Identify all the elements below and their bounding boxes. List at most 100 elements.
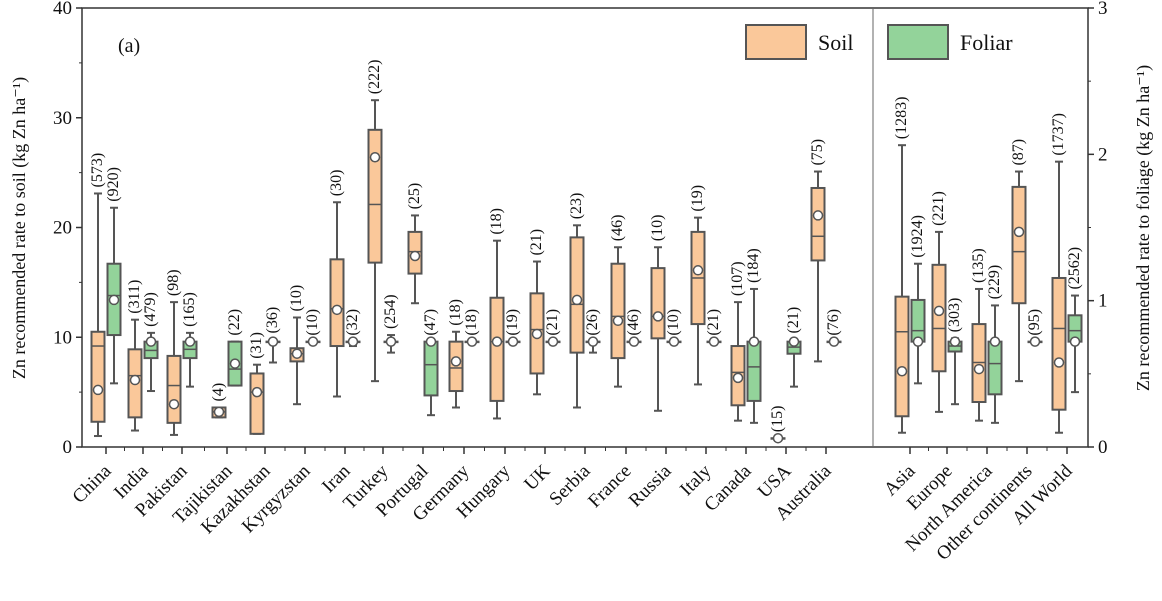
soil-box <box>329 258 345 348</box>
foliar-box-group: (10) <box>304 309 321 347</box>
soil-box-group: (4) <box>210 383 227 419</box>
foliar-count-label: (21) <box>785 307 802 334</box>
soil-box-group: (75) <box>809 139 826 363</box>
x-tick-label: China <box>69 460 116 507</box>
foliar-box-group: (21) <box>785 307 802 388</box>
foliar-count-label: (21) <box>705 309 722 336</box>
soil-box <box>810 186 826 262</box>
soil-mean-marker <box>213 406 225 418</box>
soil-box-group: (98) <box>165 269 182 436</box>
soil-mean-marker <box>291 348 303 359</box>
x-tick-label: Russia <box>625 460 676 511</box>
y-right-tick-label: 2 <box>1098 144 1108 165</box>
soil-box-group: (1737) <box>1050 113 1067 434</box>
soil-box <box>931 263 947 373</box>
foliar-mean-marker <box>1069 336 1081 347</box>
foliar-box-group: (36) <box>264 307 281 364</box>
foliar-count-label: (19) <box>504 309 521 336</box>
foliar-box-group: (165) <box>181 292 198 388</box>
soil-count-label: (221) <box>930 191 947 226</box>
y-right-tick-label: 0 <box>1098 437 1108 458</box>
foliar-box-group: (26) <box>584 309 601 354</box>
soil-count-label: (87) <box>1010 139 1027 166</box>
soil-mean-marker <box>896 366 908 377</box>
soil-mean-marker <box>1053 357 1065 368</box>
soil-count-label: (15) <box>769 406 786 433</box>
soil-box-group: (573) <box>89 153 106 438</box>
soil-mean-marker <box>772 432 784 444</box>
foliar-box <box>987 340 1003 396</box>
soil-box <box>166 354 182 424</box>
soil-box <box>90 330 106 423</box>
soil-box-group: (87) <box>1010 139 1027 383</box>
foliar-box-group: (1924) <box>909 215 926 385</box>
soil-count-label: (4) <box>210 383 227 402</box>
foliar-count-label: (21) <box>544 309 561 336</box>
soil-count-label: (31) <box>248 332 265 359</box>
foliar-box-group: (184) <box>745 248 762 424</box>
soil-count-label: (25) <box>406 183 423 210</box>
soil-count-label: (75) <box>809 139 826 166</box>
y-left-tick-label: 10 <box>53 327 72 348</box>
foliar-box-group: (95) <box>1026 309 1043 347</box>
foliar-count-label: (10) <box>665 309 682 336</box>
soil-box-group: (15) <box>769 406 786 444</box>
foliar-mean-marker <box>547 336 559 347</box>
foliar-mean-marker <box>229 358 241 369</box>
soil-box-group: (23) <box>568 193 585 409</box>
soil-mean-marker <box>129 374 141 386</box>
foliar-box-group: (920) <box>105 167 122 385</box>
soil-mean-marker <box>732 372 744 384</box>
foliar-box-group: (18) <box>463 309 480 347</box>
panel-label: (a) <box>118 35 140 57</box>
y-axis-right-label: Zn recommended rate to foliage (kg Zn ha… <box>1133 65 1154 391</box>
foliar-mean-marker <box>347 336 359 347</box>
soil-count-label: (107) <box>729 261 746 296</box>
soil-box-group: (30) <box>328 170 345 398</box>
soil-box-group: (18) <box>447 299 464 409</box>
y-left-tick-label: 30 <box>53 108 72 129</box>
soil-box <box>650 267 666 340</box>
foliar-mean-marker <box>385 336 397 347</box>
soil-count-label: (98) <box>165 269 182 296</box>
soil-box-group: (18) <box>488 208 505 420</box>
foliar-box <box>746 340 762 402</box>
foliar-box-group: (479) <box>142 292 159 393</box>
soil-count-label: (18) <box>488 208 505 235</box>
foliar-mean-marker <box>668 336 680 347</box>
soil-mean-marker <box>168 398 180 410</box>
foliar-box <box>910 298 926 343</box>
soil-mean-marker <box>92 384 104 396</box>
x-tick-label: France <box>584 461 635 512</box>
y-left-tick-label: 40 <box>53 0 72 19</box>
soil-mean-marker <box>1013 226 1025 238</box>
soil-count-label: (23) <box>568 193 585 220</box>
legend-swatch <box>745 24 807 60</box>
soil-count-label: (135) <box>970 248 987 283</box>
foliar-mean-marker <box>184 336 196 347</box>
foliar-mean-marker <box>1029 336 1041 347</box>
foliar-count-label: (479) <box>142 292 159 327</box>
foliar-count-label: (18) <box>463 309 480 336</box>
y-right-tick-label: 1 <box>1098 291 1108 312</box>
soil-mean-marker <box>652 311 664 322</box>
soil-mean-marker <box>491 336 503 347</box>
soil-box-group: (25) <box>406 183 423 305</box>
foliar-box-group: (47) <box>422 309 439 417</box>
foliar-count-label: (920) <box>105 167 122 202</box>
soil-count-label: (19) <box>689 185 706 212</box>
soil-box <box>1051 276 1067 411</box>
foliar-mean-marker <box>307 336 319 347</box>
foliar-mean-marker <box>587 336 599 347</box>
soil-box <box>894 295 910 418</box>
soil-mean-marker <box>692 265 704 276</box>
foliar-box-group: (254) <box>382 294 399 354</box>
soil-box-group: (19) <box>689 185 706 386</box>
foliar-count-label: (32) <box>344 309 361 336</box>
soil-count-label: (21) <box>528 229 545 256</box>
soil-mean-marker <box>933 305 945 317</box>
soil-count-label: (1283) <box>893 97 910 140</box>
foliar-count-label: (36) <box>264 307 281 334</box>
foliar-box-group: (303) <box>946 298 963 406</box>
foliar-count-label: (184) <box>745 248 762 283</box>
